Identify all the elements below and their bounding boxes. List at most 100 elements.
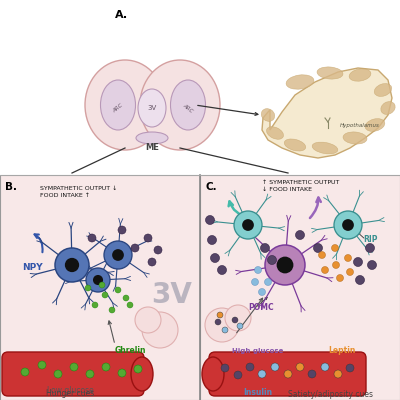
Text: Leptin: Leptin [328,346,356,355]
Circle shape [115,287,121,293]
Ellipse shape [349,69,371,81]
Circle shape [92,302,98,308]
Circle shape [344,254,352,262]
Circle shape [109,307,115,313]
Ellipse shape [284,139,306,151]
Circle shape [131,244,139,252]
Circle shape [205,308,239,342]
Circle shape [237,323,243,329]
Circle shape [284,370,292,378]
Circle shape [332,262,340,268]
Circle shape [86,268,110,292]
Circle shape [254,266,262,274]
Text: SYMPATHETIC OUTPUT ↓
FOOD INTAKE ↑: SYMPATHETIC OUTPUT ↓ FOOD INTAKE ↑ [40,186,117,198]
Circle shape [258,288,266,296]
FancyBboxPatch shape [2,352,144,396]
Text: B.: B. [5,182,17,192]
Circle shape [242,219,254,231]
Circle shape [118,226,126,234]
Text: A.: A. [115,10,128,20]
Circle shape [265,245,305,285]
Ellipse shape [136,132,168,144]
Circle shape [334,211,362,239]
Circle shape [99,282,105,288]
Ellipse shape [365,119,385,131]
Circle shape [144,234,152,242]
Circle shape [222,327,228,333]
Circle shape [118,369,126,377]
Circle shape [277,257,293,274]
Circle shape [135,307,161,333]
Circle shape [260,244,270,252]
Circle shape [354,258,362,266]
Ellipse shape [312,142,338,154]
Circle shape [154,246,162,254]
Circle shape [234,371,242,379]
FancyBboxPatch shape [200,175,400,400]
Circle shape [296,230,304,240]
Polygon shape [262,68,392,158]
Circle shape [54,370,62,378]
Text: Hypothalamus: Hypothalamus [340,122,380,128]
Ellipse shape [286,75,314,89]
Ellipse shape [202,357,224,391]
Circle shape [264,278,272,286]
Circle shape [356,276,364,284]
Circle shape [336,274,344,282]
Circle shape [88,234,96,242]
Ellipse shape [100,80,136,130]
Circle shape [258,370,266,378]
Circle shape [225,305,251,331]
Text: Hunger cues: Hunger cues [46,389,94,398]
Circle shape [334,370,342,378]
Ellipse shape [261,109,275,121]
Circle shape [102,292,108,298]
Circle shape [127,302,133,308]
Ellipse shape [381,102,395,114]
Ellipse shape [170,80,206,130]
Circle shape [314,244,322,252]
Ellipse shape [266,127,284,139]
Circle shape [123,295,129,301]
Circle shape [368,260,376,270]
Circle shape [104,241,132,269]
Circle shape [346,364,354,372]
Ellipse shape [317,67,343,79]
Circle shape [86,370,94,378]
Circle shape [321,363,329,371]
Circle shape [102,363,110,371]
Circle shape [346,268,354,276]
Circle shape [221,364,229,372]
Text: ME: ME [145,142,159,152]
Circle shape [308,370,316,378]
Circle shape [210,254,220,262]
FancyBboxPatch shape [209,352,366,396]
Ellipse shape [85,60,165,150]
Text: Ghrelin: Ghrelin [114,346,146,355]
Circle shape [93,275,103,285]
Circle shape [85,285,91,291]
Circle shape [296,363,304,371]
Text: NPY: NPY [22,264,43,272]
Circle shape [252,278,258,286]
Circle shape [217,312,223,318]
Text: C.: C. [205,182,217,192]
Circle shape [55,248,89,282]
Text: 3V: 3V [152,281,192,309]
Ellipse shape [140,60,220,150]
FancyBboxPatch shape [0,175,200,400]
Circle shape [232,317,238,323]
Text: 3V: 3V [147,105,157,111]
Text: Satiety/adiposity cues: Satiety/adiposity cues [288,390,372,399]
Text: ARC: ARC [182,102,194,114]
Circle shape [38,361,46,369]
Text: High glucose: High glucose [232,348,284,354]
Circle shape [65,258,79,272]
Text: ↑ SYMPATHETIC OUTPUT
↓ FOOD INTAKE: ↑ SYMPATHETIC OUTPUT ↓ FOOD INTAKE [262,180,339,192]
Circle shape [322,266,328,274]
Ellipse shape [343,132,367,144]
Circle shape [142,312,178,348]
Ellipse shape [131,357,153,391]
Circle shape [268,256,276,264]
Text: Insulin: Insulin [244,388,272,397]
